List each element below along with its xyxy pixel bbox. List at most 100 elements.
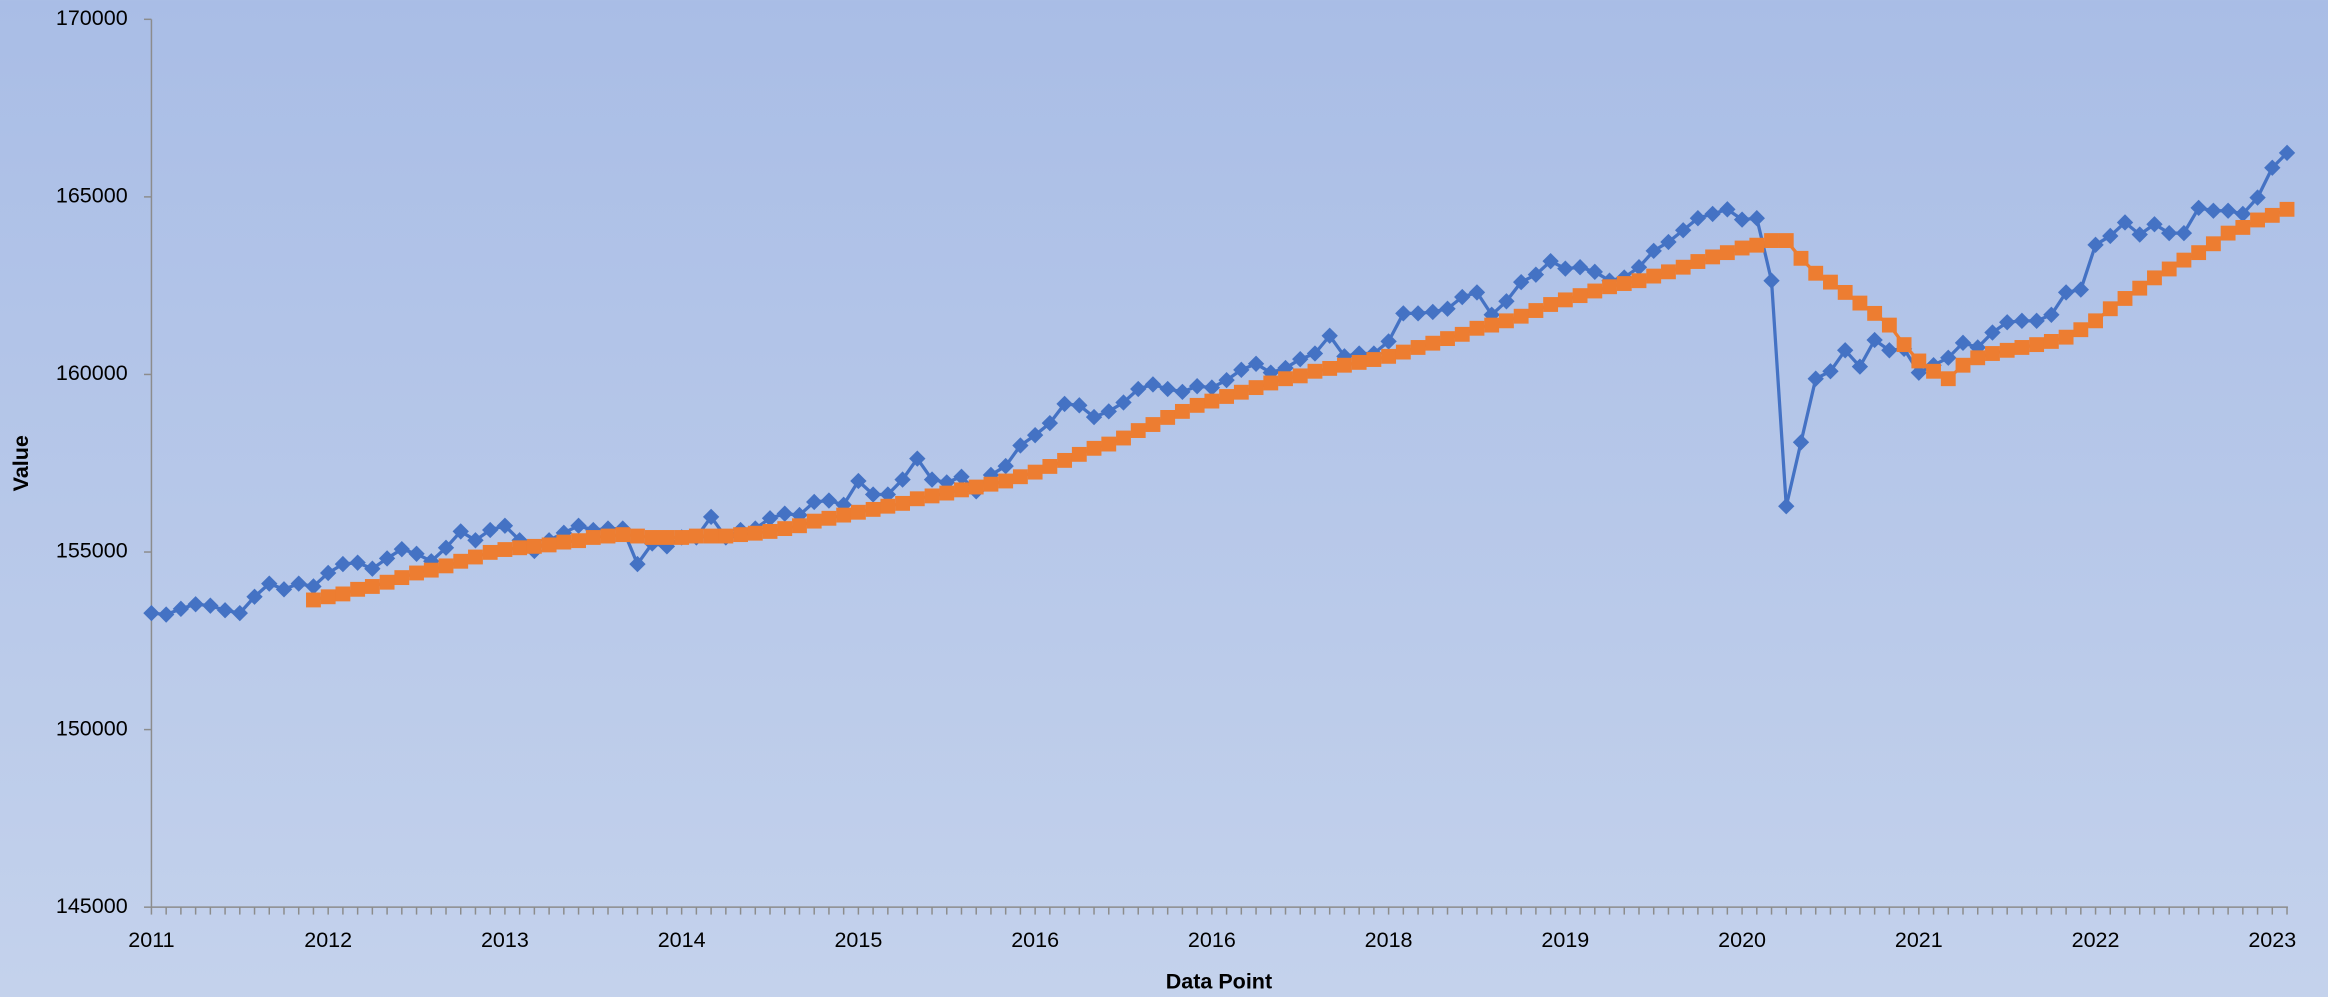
diamond-marker (349, 554, 366, 571)
diamond-marker (2028, 312, 2045, 329)
diamond-marker (629, 555, 646, 573)
square-marker (2102, 301, 2118, 317)
square-marker (1970, 350, 1986, 366)
square-marker (1631, 273, 1647, 289)
diamond-marker (1571, 259, 1589, 276)
square-marker (1012, 469, 1028, 485)
diamond-marker (1468, 284, 1486, 301)
diamond-marker (1866, 331, 1883, 349)
square-marker (1071, 446, 1087, 462)
diamond-marker (1527, 266, 1545, 283)
diamond-marker (570, 517, 587, 534)
diamond-marker (482, 521, 499, 539)
diamond-marker (408, 545, 425, 562)
diamond-marker (290, 575, 307, 592)
diamond-marker (364, 560, 381, 577)
diamond-marker (261, 575, 278, 592)
square-marker (1734, 240, 1750, 256)
square-marker (379, 574, 395, 590)
square-marker (1499, 313, 1514, 329)
diamond-marker (216, 602, 234, 619)
square-marker (777, 521, 793, 537)
square-marker (1572, 288, 1588, 304)
diamond-marker (1689, 210, 1707, 227)
square-marker (1307, 363, 1323, 379)
diamond-marker (909, 450, 926, 467)
square-marker (541, 537, 557, 553)
diamond-marker (1822, 363, 1839, 380)
square-marker (2191, 245, 2207, 261)
diamond-marker (1159, 380, 1176, 398)
y-axis-title: Value (9, 435, 33, 491)
square-marker (836, 507, 852, 523)
diamond-marker (320, 564, 337, 582)
x-tick-label: 2023 (2248, 928, 2296, 952)
square-marker (2161, 261, 2177, 277)
square-marker (1366, 352, 1382, 367)
diamond-marker (1954, 334, 1972, 352)
y-tick-label: 160000 (56, 361, 128, 385)
square-marker (423, 562, 439, 578)
square-marker (453, 553, 469, 569)
diamond-marker (246, 588, 263, 605)
square-marker (571, 533, 586, 549)
square-marker (895, 495, 910, 511)
square-marker (335, 586, 351, 602)
square-marker (497, 542, 513, 557)
square-marker (939, 485, 955, 501)
diamond-marker (2234, 205, 2252, 223)
square-marker (1130, 423, 1146, 438)
diamond-marker (1012, 437, 1029, 454)
square-marker (1749, 237, 1765, 253)
diamond-marker (1498, 293, 1515, 310)
diamond-marker (2043, 306, 2060, 323)
x-tick-label: 2022 (2072, 928, 2120, 952)
square-marker (2088, 313, 2103, 329)
square-marker (1233, 384, 1249, 400)
diamond-marker (1851, 358, 1869, 375)
square-marker (1587, 283, 1603, 299)
square-marker (1189, 397, 1205, 413)
square-marker (865, 501, 881, 517)
diamond-marker (1409, 305, 1427, 322)
square-marker (733, 527, 748, 543)
square-marker (1852, 295, 1868, 311)
diamond-marker (2087, 236, 2104, 253)
square-marker (1292, 368, 1308, 384)
diamond-marker (864, 486, 882, 503)
square-marker (1719, 245, 1735, 261)
square-marker (1027, 464, 1043, 480)
diamond-marker (2013, 312, 2031, 329)
square-marker (394, 570, 410, 586)
square-marker (1484, 317, 1500, 333)
square-marker (2147, 270, 2162, 286)
square-marker (1351, 354, 1367, 370)
square-marker (659, 530, 675, 545)
diamond-marker (2190, 199, 2207, 217)
diamond-marker (2219, 202, 2237, 219)
y-tick-label: 145000 (56, 894, 128, 918)
diamond-marker (820, 492, 838, 509)
square-marker (1410, 340, 1426, 355)
diamond-marker (879, 486, 897, 503)
x-tick-label: 2015 (834, 928, 882, 952)
x-tick-label: 2013 (481, 928, 529, 952)
square-marker (806, 513, 822, 529)
diamond-marker (1586, 263, 1603, 280)
square-marker (954, 482, 969, 498)
square-marker (630, 528, 645, 544)
square-marker (438, 558, 454, 574)
square-marker (850, 504, 866, 520)
square-marker (924, 488, 940, 504)
square-marker (1881, 317, 1897, 333)
square-marker (1940, 371, 1956, 387)
square-marker (2279, 201, 2295, 217)
square-marker (718, 528, 734, 544)
square-marker (2058, 329, 2074, 345)
diamond-marker (2249, 189, 2266, 206)
diamond-marker (1763, 272, 1780, 289)
square-marker (1602, 279, 1617, 295)
y-tick-label: 150000 (56, 716, 128, 740)
square-marker (1469, 320, 1485, 336)
